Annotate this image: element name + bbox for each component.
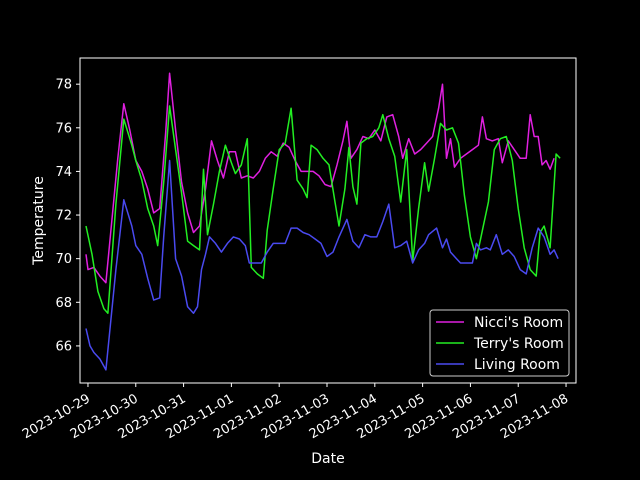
series-line-0: [85, 72, 555, 284]
legend: Nicci's Room Terry's Room Living Room: [429, 309, 570, 377]
y-tick-label: 68: [55, 296, 72, 311]
plot-area: [79, 57, 577, 384]
y-tick-label: 78: [55, 78, 72, 93]
legend-label-0: Nicci's Room: [474, 315, 563, 331]
y-axis: 66 68 70 72 74 76 78: [55, 78, 80, 354]
y-tick-label: 74: [55, 165, 72, 180]
plot-frame: [79, 57, 577, 384]
series-line-1: [85, 105, 561, 314]
legend-label-2: Living Room: [474, 357, 560, 373]
y-tick-label: 66: [55, 339, 72, 354]
x-axis-label: Date: [311, 451, 344, 467]
y-tick-label: 70: [55, 252, 72, 267]
y-tick-label: 76: [55, 121, 72, 136]
legend-box: [429, 309, 570, 377]
y-tick-label: 72: [55, 209, 72, 224]
y-axis-label: Temperature: [31, 176, 47, 266]
legend-label-1: Terry's Room: [473, 336, 564, 352]
series-layer: [85, 72, 561, 371]
series-line-2: [85, 159, 559, 371]
legend-entries: Nicci's Room Terry's Room Living Room: [436, 315, 564, 373]
